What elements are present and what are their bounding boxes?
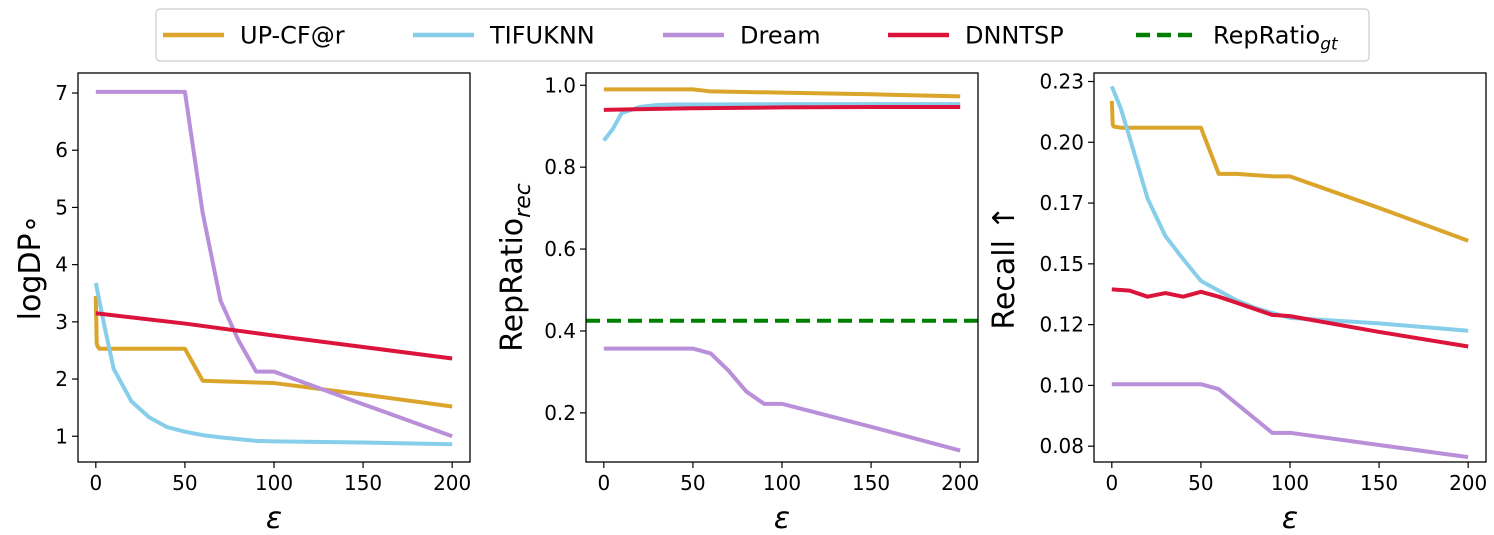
y-tick-label: 5 [55, 195, 68, 219]
series-line-dream [1111, 382, 1469, 460]
legend-label-0: UP-CF@r [240, 22, 345, 50]
y-tick-label: 0.12 [1039, 313, 1084, 337]
legend-frame [155, 8, 1370, 62]
y-tick-label: 0.10 [1039, 373, 1084, 397]
x-tick-label: 50 [172, 471, 197, 495]
chart-panels: 0 50 100 150 200 1 2 3 4 5 6 7 ε logDP∘ 0 50 100 150 200 0.… [13, 70, 1487, 535]
series-line-tifuknn [602, 102, 961, 142]
series-line-up-cf-r [603, 87, 961, 99]
series-group [1109, 85, 1469, 460]
y-tick-label: 0.17 [1039, 191, 1084, 215]
x-tick-label: 0 [597, 471, 610, 495]
series-line-tifuknn [93, 282, 453, 447]
series-line-dnntsp [1111, 287, 1469, 349]
y-tick-label: 0.08 [1039, 434, 1084, 458]
x-tick-label: 100 [763, 471, 801, 495]
y-tick-label: 7 [55, 81, 68, 105]
y-tick-label: 3 [55, 310, 68, 334]
x-tick-label: 0 [1105, 471, 1118, 495]
x-tick-label: 100 [255, 471, 293, 495]
series-line-up-cf-r [1109, 100, 1469, 243]
x-tick-label: 50 [680, 471, 705, 495]
panel-1: 0 50 100 150 200 1 2 3 4 5 6 7 ε logDP∘ [13, 72, 471, 535]
y-tick-label: 0.20 [1039, 130, 1084, 154]
x-tick-label: 150 [344, 471, 382, 495]
y-tick-label: 1.0 [544, 73, 576, 97]
y-tick-label: 0.4 [544, 319, 576, 343]
series-group [93, 89, 453, 447]
y-tick-label: 6 [55, 138, 68, 162]
legend: UP-CF@r TIFUKNN Dream DNNTSP RepRatiogt [155, 8, 1370, 62]
x-axis-label: ε [266, 501, 282, 535]
series-line-up-cf-r [93, 296, 453, 409]
series-line-dream [95, 89, 453, 439]
panel-3: 0 50 100 150 200 0.08 0.10 0.12 0.15 0.17 0.20 0.23… [987, 70, 1487, 535]
x-tick-label: 200 [941, 471, 979, 495]
y-tick-label: 0.15 [1039, 252, 1084, 276]
legend-label-3: DNNTSP [965, 22, 1064, 50]
x-tick-label: 150 [1360, 471, 1398, 495]
x-tick-label: 200 [1449, 471, 1487, 495]
legend-label-2: Dream [740, 22, 821, 50]
x-axis-label: ε [774, 501, 790, 535]
y-axis-label: RepRatiorec [495, 183, 536, 352]
plot-frame [1093, 72, 1487, 463]
y-tick-label: 0.23 [1039, 70, 1084, 94]
series-group [586, 87, 978, 453]
y-tick-label: 0.8 [544, 155, 576, 179]
x-tick-label: 50 [1188, 471, 1213, 495]
series-line-dnntsp [95, 311, 453, 361]
series-line-dream [603, 346, 961, 453]
x-tick-label: 0 [89, 471, 102, 495]
x-tick-label: 200 [433, 471, 471, 495]
y-axis-label: logDP∘ [13, 215, 48, 321]
legend-label-4: RepRatiogt [1213, 22, 1339, 55]
x-axis-label: ε [1282, 501, 1298, 535]
legend-label-1: TIFUKNN [489, 22, 595, 50]
x-tick-label: 150 [852, 471, 890, 495]
panel-2: 0 50 100 150 200 0.2 0.4 0.6 0.8 1.0 ε RepRatiorec [495, 72, 979, 535]
x-tick-label: 100 [1271, 471, 1309, 495]
y-tick-label: 0.2 [544, 401, 576, 425]
y-tick-label: 0.6 [544, 237, 576, 261]
y-tick-label: 2 [55, 367, 68, 391]
y-tick-label: 4 [55, 253, 68, 277]
series-line-dnntsp [603, 104, 961, 112]
y-axis-label: Recall ↑ [987, 205, 1022, 329]
y-tick-label: 1 [55, 424, 68, 448]
